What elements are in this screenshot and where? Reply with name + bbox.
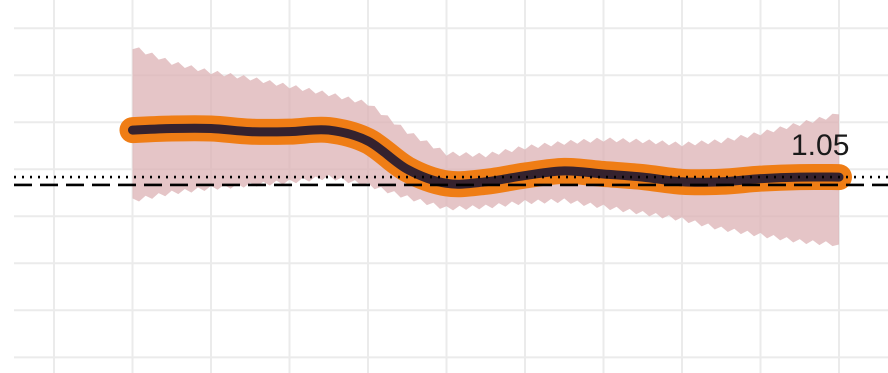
- series-layer: [119, 115, 852, 198]
- reference-lines: [14, 175, 888, 187]
- grid: [14, 0, 888, 373]
- series-line: [128, 123, 844, 189]
- end-value-label: 1.05: [791, 129, 849, 162]
- confidence-ribbon: [132, 47, 839, 247]
- ribbon-layer: [132, 47, 839, 247]
